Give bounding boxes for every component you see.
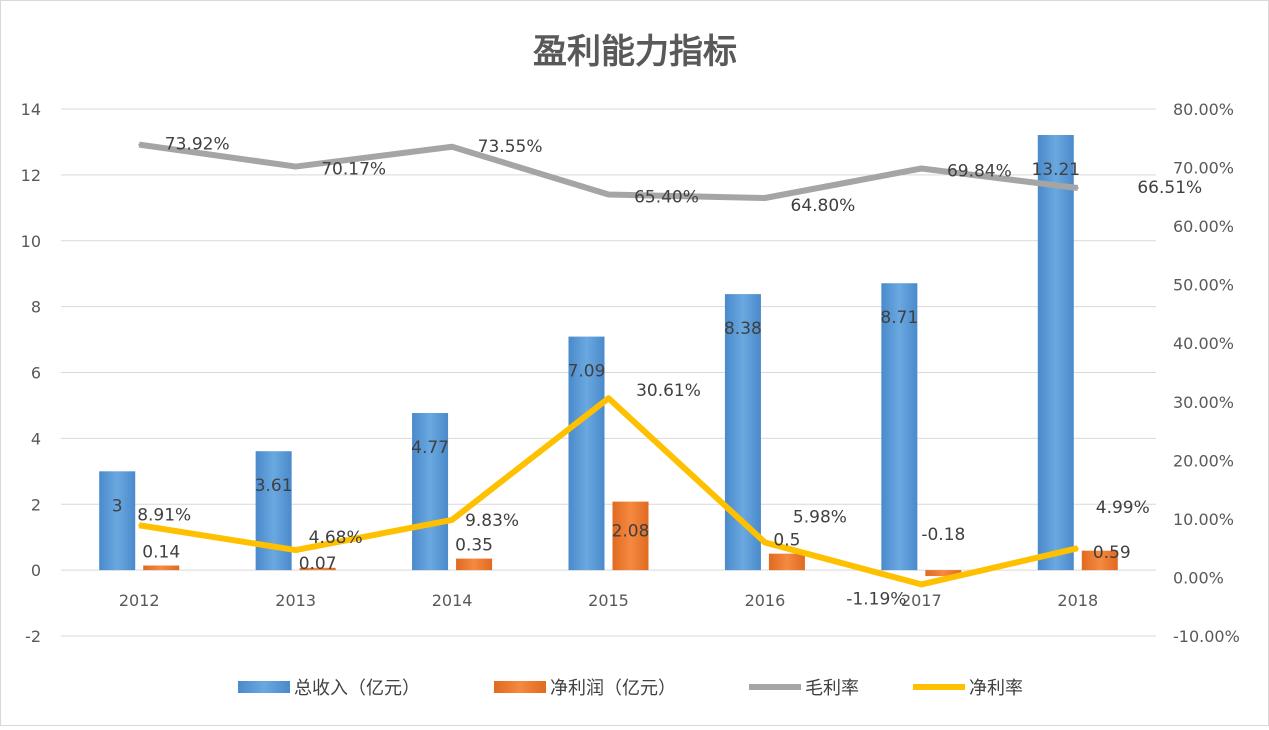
right-axis-tick: 80.00% — [1173, 100, 1234, 119]
right-axis-tick: 0.00% — [1173, 568, 1224, 587]
x-axis-tick: 2014 — [432, 591, 473, 610]
gross-margin-label: 69.84% — [947, 161, 1012, 181]
net-profit-bar — [768, 553, 805, 571]
x-axis-tick: 2013 — [275, 591, 316, 610]
gross-margin-label: 73.92% — [165, 135, 230, 155]
line-point — [607, 193, 610, 196]
right-axis-tick: 70.00% — [1173, 159, 1234, 178]
revenue-bar — [99, 471, 136, 571]
left-axis-tick: 6 — [31, 364, 41, 383]
line-point — [1076, 186, 1079, 189]
net-profit-label: 0.59 — [1093, 543, 1131, 563]
gross-margin-line — [138, 141, 1079, 202]
line-point — [138, 524, 141, 527]
net-profit-bar — [612, 501, 649, 571]
right-axis-tick: 30.00% — [1173, 393, 1234, 412]
revenue-label: 3 — [112, 496, 123, 516]
revenue-label: 13.21 — [1031, 160, 1080, 180]
left-axis-tick: 8 — [31, 298, 41, 317]
net-margin-label: 30.61% — [636, 381, 701, 401]
line-point — [763, 197, 766, 200]
revenue-bar — [568, 336, 605, 571]
net-profit-label: 0.35 — [455, 536, 493, 556]
net-margin-label: 5.98% — [793, 507, 847, 527]
left-axis-tick: -2 — [25, 627, 41, 646]
net-profit-bar — [456, 558, 493, 571]
revenue-bar — [881, 283, 918, 571]
net-profit-bar — [925, 570, 962, 577]
line-point — [294, 165, 297, 168]
line-point — [920, 167, 923, 170]
net-profit-label: 0.14 — [142, 543, 180, 563]
line-point — [294, 549, 297, 552]
revenue-bar — [412, 413, 449, 571]
line-point — [451, 145, 454, 148]
right-axis-tick: 40.00% — [1173, 334, 1234, 353]
left-axis-tick: 14 — [21, 100, 41, 119]
right-axis-tick: -10.00% — [1173, 627, 1240, 646]
legend-swatch-revenue — [238, 681, 290, 693]
chart-title: 盈利能力指标 — [533, 32, 737, 72]
legend-swatch-net-profit — [494, 681, 546, 693]
legend-label: 净利率 — [969, 678, 1023, 699]
line-point — [607, 397, 610, 400]
revenue-label: 8.71 — [880, 308, 918, 328]
net-profit-bar — [299, 567, 336, 571]
net-profit-label: 0.5 — [773, 531, 800, 551]
gross-margin-label: 73.55% — [478, 137, 543, 157]
net-margin-label: 4.68% — [309, 528, 363, 548]
gross-margin-label: 64.80% — [791, 196, 856, 216]
x-axis-tick: 2017 — [901, 591, 942, 610]
right-axis-tick: 60.00% — [1173, 217, 1234, 236]
x-axis-tick: 2015 — [588, 591, 629, 610]
gross-margin-label: 65.40% — [634, 187, 699, 207]
line-point — [1076, 547, 1079, 550]
right-axis-tick: 50.00% — [1173, 276, 1234, 295]
revenue-label: 4.77 — [411, 438, 449, 458]
left-axis-tick: 2 — [31, 495, 41, 514]
net-profit-bar — [143, 565, 180, 571]
revenue-bar — [255, 451, 292, 571]
line-point — [451, 518, 454, 521]
net-margin-label: -1.19% — [846, 589, 906, 609]
net-margin-label: 9.83% — [465, 511, 519, 531]
legend-label: 总收入（亿元） — [294, 678, 420, 699]
x-axis-tick: 2016 — [745, 591, 786, 610]
left-axis-tick: 12 — [21, 166, 41, 185]
gross-margin-label: 70.17% — [321, 160, 386, 180]
net-profit-label: -0.18 — [921, 525, 965, 545]
net-profit-bar — [1081, 550, 1118, 571]
legend-label: 净利润（亿元） — [550, 678, 676, 699]
right-axis-tick: 10.00% — [1173, 510, 1234, 529]
line-point — [763, 541, 766, 544]
right-axis-tick: 20.00% — [1173, 451, 1234, 470]
x-axis-tick: 2012 — [119, 591, 160, 610]
legend-label: 毛利率 — [805, 678, 859, 699]
net-margin-label: 4.99% — [1096, 498, 1150, 518]
revenue-bar — [1037, 135, 1074, 571]
revenue-label: 3.61 — [255, 476, 293, 496]
line-point — [920, 583, 923, 586]
net-profit-label: 0.07 — [299, 554, 337, 574]
revenue-label: 7.09 — [568, 362, 606, 382]
x-axis-tick: 2018 — [1057, 591, 1098, 610]
left-axis-tick: 10 — [21, 232, 41, 251]
revenue-label: 8.38 — [724, 319, 762, 339]
net-profit-label: 2.08 — [612, 522, 650, 542]
line-point — [138, 143, 141, 146]
left-axis-tick: 4 — [31, 429, 41, 448]
left-axis-tick: 0 — [31, 561, 41, 580]
net-margin-label: 8.91% — [137, 505, 191, 525]
gross-margin-label: 66.51% — [1137, 178, 1202, 198]
